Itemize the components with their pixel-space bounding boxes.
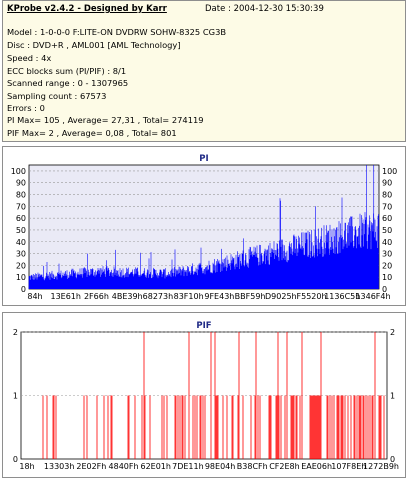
pif-chart-panel: PIF 0 0 1 1 2 2 18h 13303h 2E02Fh 4840Fh 62E01h 7DE1… (2, 312, 406, 478)
y-tick-label-right: 0 (382, 285, 387, 294)
y-tick-label-left: 100 (11, 167, 26, 176)
x-tick-label: 9FE43h (204, 292, 234, 301)
x-tick-label: 2F66h (84, 292, 109, 301)
y-tick-label-left: 10 (16, 273, 26, 282)
y-tick-label-left: 60 (16, 214, 26, 223)
chart-title: PI (199, 154, 208, 164)
info-scanned-range: Scanned range : 0 - 1307965 (7, 78, 129, 88)
info-ecc-blocks: ECC blocks sum (PI/PIF) : 8/1 (7, 66, 127, 76)
y-tick-label-left: 0 (21, 285, 26, 294)
y-tick-label-right: 20 (382, 261, 392, 270)
y-tick-label-left: 2 (13, 328, 18, 337)
y-tick-label-right: 50 (382, 226, 392, 235)
x-tick-label: EAE06h (301, 462, 332, 471)
x-tick-label: BBF59h (235, 292, 266, 301)
info-model: Model : 1-0-0-0 F:LITE-ON DVDRW SOHW-832… (7, 27, 227, 37)
y-tick-label-left: 20 (16, 261, 26, 270)
info-speed: Speed : 4x (7, 53, 52, 63)
info-panel: KProbe v2.4.2 - Designed by Karr Date : … (2, 0, 406, 142)
y-tick-label-right: 70 (382, 202, 392, 211)
y-tick-label-left: 30 (16, 250, 26, 259)
y-tick-label-right: 90 (382, 179, 392, 188)
info-errors: Errors : 0 (7, 103, 45, 113)
x-tick-label: 107F8Eh (331, 462, 366, 471)
pif-bars (42, 332, 385, 459)
x-tick-label: 68273h (143, 292, 174, 301)
y-tick-label-right: 10 (382, 273, 392, 282)
y-tick-label-right: 100 (382, 167, 397, 176)
x-tick-label: 83F10h (174, 292, 204, 301)
info-pif-stats: PIF Max= 2 , Average= 0,08 , Total= 801 (7, 128, 177, 138)
y-tick-label-right: 0 (390, 455, 395, 464)
x-tick-label: 98E04h (205, 462, 235, 471)
x-tick-label: CF2E8h (269, 462, 300, 471)
x-tick-label: 1272B9h (363, 462, 399, 471)
y-tick-label-left: 70 (16, 202, 26, 211)
x-tick-label: 62E01h (140, 462, 170, 471)
y-tick-label-left: 90 (16, 179, 26, 188)
pif-chart: PIF 0 0 1 1 2 2 18h 13303h 2E02Fh 4840Fh 62E01h 7DE1… (13, 321, 399, 471)
x-tick-label: 18h (19, 462, 34, 471)
pi-bars (28, 165, 379, 289)
x-tick-label: 1346F4h (355, 292, 390, 301)
y-tick-label-right: 2 (390, 328, 395, 337)
x-tick-label: 4840Fh (109, 462, 139, 471)
chart-title: PIF (196, 321, 211, 331)
info-sampling-count: Sampling count : 67573 (7, 91, 107, 101)
info-disc: Disc : DVD+R , AML001 [AML Technology] (7, 40, 181, 50)
pi-chart-panel: PI 0 0 10 10 20 20 30 30 40 40 50 50 60 60 70 70 80 80 90 90… (2, 146, 406, 306)
x-tick-label: 7DE11h (172, 462, 204, 471)
y-tick-label-right: 30 (382, 250, 392, 259)
y-tick-label-left: 0 (13, 455, 18, 464)
y-tick-label-right: 40 (382, 238, 392, 247)
y-tick-label-right: 60 (382, 214, 392, 223)
x-tick-label: 1136C5h (324, 292, 360, 301)
y-tick-label-left: 40 (16, 238, 26, 247)
y-tick-label-left: 1 (13, 392, 18, 401)
pi-chart: PI 0 0 10 10 20 20 30 30 40 40 50 50 60 60 70 70 80 80 90 90… (11, 154, 398, 301)
x-tick-label: 2E02Fh (76, 462, 106, 471)
x-tick-label: B38CFh (237, 462, 268, 471)
info-pi-stats: PI Max= 105 , Average= 27,31 , Total= 27… (7, 115, 204, 125)
y-tick-label-left: 80 (16, 191, 26, 200)
x-tick-label: D9025h (265, 292, 297, 301)
x-tick-label: 13E61h (50, 292, 80, 301)
x-tick-label: 13303h (44, 462, 75, 471)
y-tick-label-right: 80 (382, 191, 392, 200)
y-tick-label-left: 50 (16, 226, 26, 235)
app-title: KProbe v2.4.2 - Designed by Karr (7, 4, 167, 14)
scan-date: Date : 2004-12-30 15:30:39 (205, 4, 324, 14)
y-tick-label-right: 1 (390, 392, 395, 401)
x-tick-label: 4BE39h (112, 292, 143, 301)
x-tick-label: 84h (27, 292, 42, 301)
x-tick-label: F5520h (297, 292, 327, 301)
